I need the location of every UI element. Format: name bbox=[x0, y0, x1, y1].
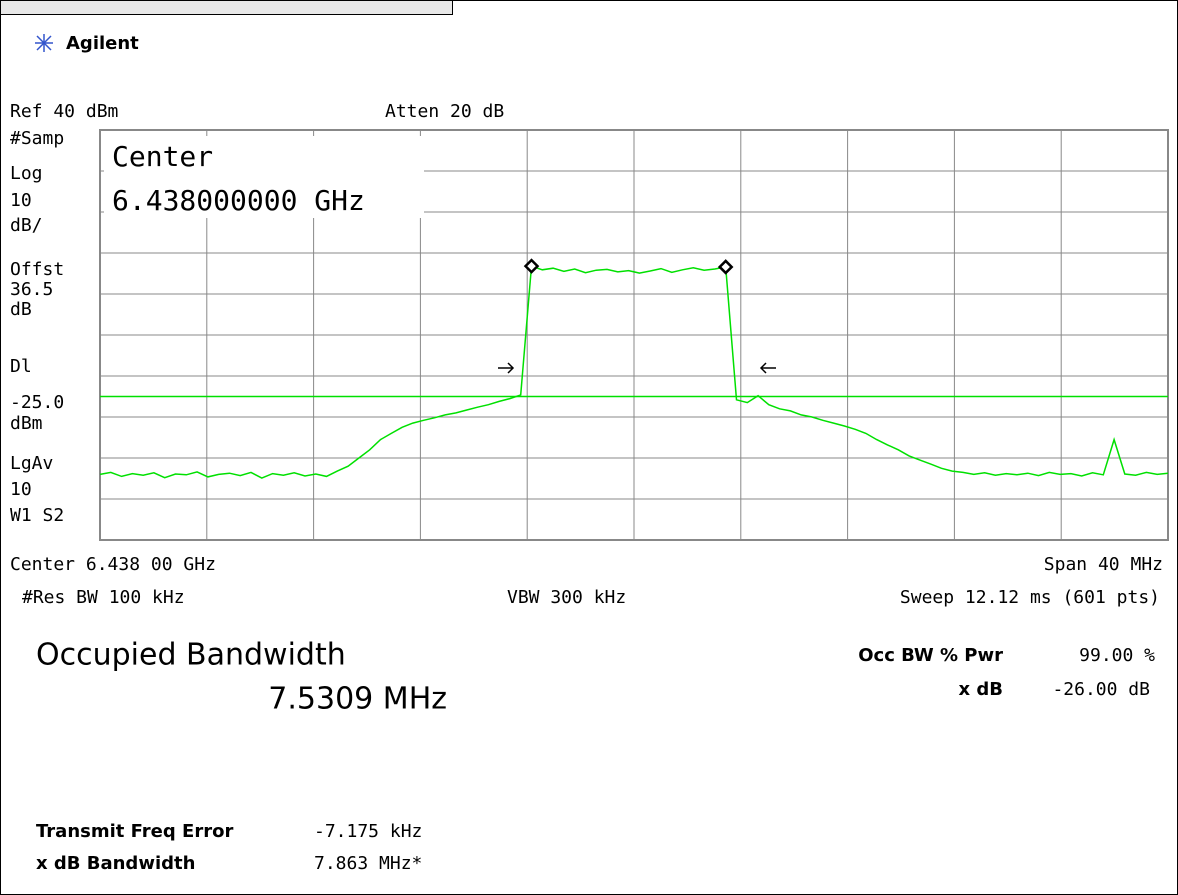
logo bbox=[35, 34, 53, 52]
footer-span: Span 40 MHz bbox=[1044, 554, 1163, 575]
attenuation: Atten 20 dB bbox=[385, 101, 504, 122]
trace bbox=[99, 265, 1169, 479]
side-label: 36.5 bbox=[10, 279, 53, 300]
side-label: 10 bbox=[10, 479, 32, 500]
side-label: dB bbox=[10, 299, 32, 320]
brand: Agilent bbox=[66, 33, 139, 54]
side-label: dB/ bbox=[10, 215, 43, 236]
obw-marker bbox=[717, 259, 734, 275]
edge-arrow-head bbox=[507, 362, 515, 374]
result-title: Occupied Bandwidth bbox=[36, 638, 346, 673]
param-value: 99.00 % bbox=[1079, 645, 1155, 666]
param-value: -26.00 dB bbox=[1052, 679, 1150, 700]
side-label: dBm bbox=[10, 413, 43, 434]
side-label: Offst bbox=[10, 259, 64, 280]
param-label: Occ BW % Pwr bbox=[858, 645, 1003, 666]
extra-value: -7.175 kHz bbox=[314, 821, 422, 842]
footer-rbw: #Res BW 100 kHz bbox=[22, 587, 185, 608]
center-value: 6.438000000 GHz bbox=[112, 184, 365, 217]
side-label: LgAv bbox=[10, 453, 53, 474]
footer-center: Center 6.438 00 GHz bbox=[10, 554, 216, 575]
ref-level: Ref 40 dBm bbox=[10, 101, 118, 122]
side-label: W1 S2 bbox=[10, 505, 64, 526]
obw-marker bbox=[523, 258, 540, 274]
extra-label: Transmit Freq Error bbox=[36, 821, 233, 842]
center-label: Center bbox=[112, 140, 213, 173]
plot: Center 6.438000000 GHz bbox=[99, 129, 1169, 541]
tab bbox=[0, 0, 453, 15]
extra-value: 7.863 MHz* bbox=[314, 853, 422, 874]
display-line-label: -25.0 bbox=[10, 392, 64, 413]
side-label: Dl bbox=[10, 356, 32, 377]
footer-vbw: VBW 300 kHz bbox=[507, 587, 626, 608]
side-label: Log bbox=[10, 163, 43, 184]
edge-arrow-head bbox=[759, 362, 767, 374]
side-label: #Samp bbox=[10, 128, 64, 149]
center-box bbox=[104, 136, 424, 218]
extra-label: x dB Bandwidth bbox=[36, 853, 195, 874]
side-label: 10 bbox=[10, 190, 32, 211]
param-label: x dB bbox=[959, 679, 1003, 700]
result-value: 7.5309 MHz bbox=[268, 682, 447, 717]
footer-sweep: Sweep 12.12 ms (601 pts) bbox=[900, 587, 1160, 608]
